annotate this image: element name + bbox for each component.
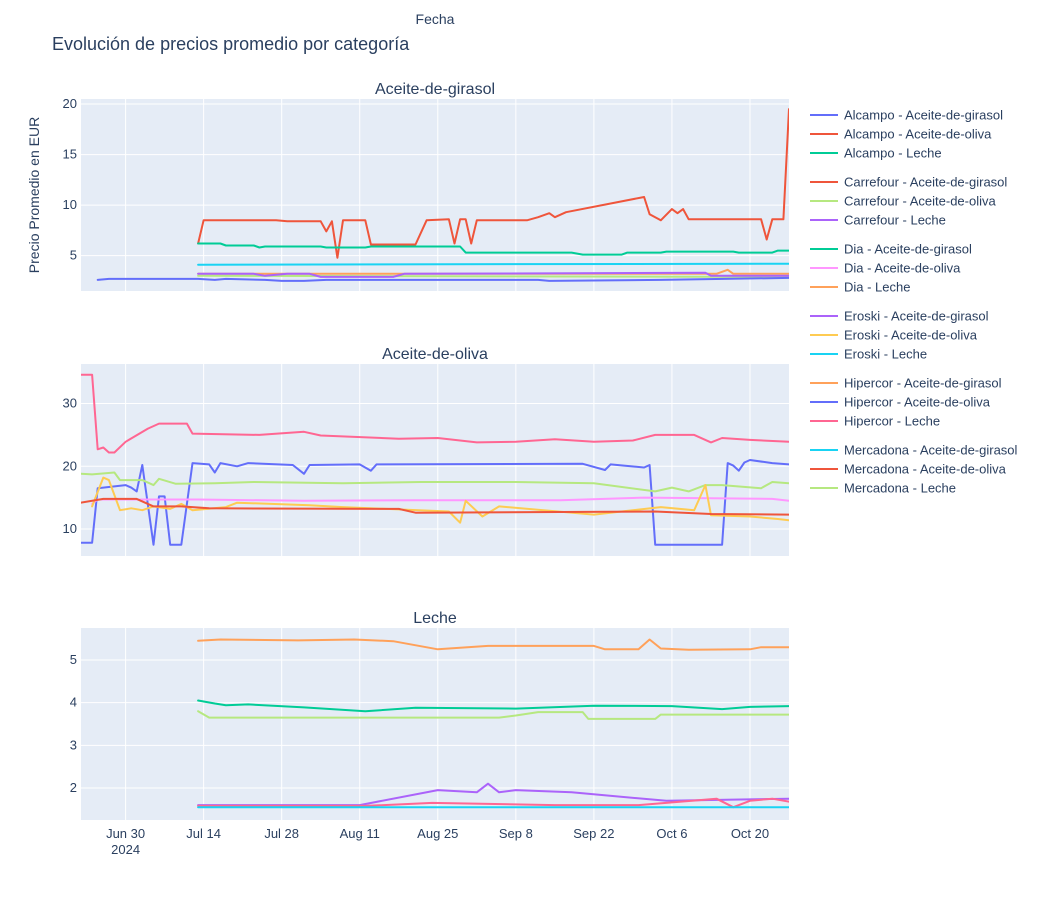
legend-item[interactable]: Carrefour - Aceite-de-girasol <box>810 175 1007 190</box>
legend-item[interactable]: Hipercor - Aceite-de-girasol <box>810 376 1002 391</box>
legend-label: Alcampo - Aceite-de-oliva <box>844 127 992 142</box>
chart-title: Evolución de precios promedio por catego… <box>52 34 410 54</box>
panel-aceite-de-oliva: 10 20 30 Aceite-de-oliva <box>63 346 789 556</box>
legend-item[interactable]: Carrefour - Aceite-de-oliva <box>810 194 996 209</box>
legend-item[interactable]: Alcampo - Aceite-de-girasol <box>810 108 1003 123</box>
plot-area-aceite-de-oliva <box>81 364 789 556</box>
legend-label: Carrefour - Aceite-de-oliva <box>844 194 996 209</box>
legend-item[interactable]: Dia - Leche <box>810 280 910 295</box>
series-line-mercadona-aceite-de-girasol <box>197 262 789 266</box>
legend-item[interactable]: Mercadona - Aceite-de-oliva <box>810 462 1007 477</box>
legend-item[interactable]: Eroski - Aceite-de-girasol <box>810 309 989 324</box>
legend-item[interactable]: Dia - Aceite-de-girasol <box>810 242 972 257</box>
x-axis-title: Fecha <box>416 11 455 27</box>
x-tick-label: Sep 8 <box>499 826 533 841</box>
legend: Alcampo - Aceite-de-girasol Alcampo - Ace… <box>810 108 1018 496</box>
series-group-aceite-de-oliva <box>81 373 789 546</box>
legend-item[interactable]: Dia - Aceite-de-oliva <box>810 261 961 276</box>
x-tick-label: Sep 22 <box>573 826 614 841</box>
legend-label: Hipercor - Aceite-de-girasol <box>844 376 1002 391</box>
subplot-title-aceite-de-girasol: Aceite-de-girasol <box>375 81 495 98</box>
series-line-alcampo-leche <box>197 699 789 713</box>
y-tick-label: 15 <box>63 147 77 162</box>
series-line-alcampo-aceite-de-girasol <box>96 276 789 282</box>
y-tick-label: 10 <box>63 197 77 212</box>
y-tick-label: 2 <box>70 780 77 795</box>
legend-label: Carrefour - Aceite-de-girasol <box>844 175 1007 190</box>
series-line-alcampo-aceite-de-oliva <box>81 373 789 454</box>
x-tick-year-label: 2024 <box>111 842 140 857</box>
y-tick-label: 10 <box>63 521 77 536</box>
legend-item[interactable]: Mercadona - Aceite-de-girasol <box>810 443 1018 458</box>
subplot-title-aceite-de-oliva: Aceite-de-oliva <box>382 346 488 363</box>
series-group-leche <box>197 638 789 809</box>
legend-item[interactable]: Alcampo - Leche <box>810 146 942 161</box>
series-line-eroski-aceite-de-girasol <box>197 271 789 278</box>
y-tick-label: 3 <box>70 737 77 752</box>
y-tick-label: 5 <box>70 248 77 263</box>
series-line-carrefour-aceite-de-girasol <box>197 108 789 259</box>
series-line-mercadona-leche <box>81 471 789 493</box>
legend-item[interactable]: Mercadona - Leche <box>810 481 956 496</box>
y-tick-label: 5 <box>70 652 77 667</box>
series-line-eroski-aceite-de-oliva <box>91 476 789 524</box>
legend-label: Hipercor - Aceite-de-oliva <box>844 395 991 410</box>
legend-label: Mercadona - Aceite-de-oliva <box>844 462 1007 477</box>
x-tick-label: Jul 28 <box>264 826 299 841</box>
legend-label: Mercadona - Leche <box>844 481 956 496</box>
legend-label: Mercadona - Aceite-de-girasol <box>844 443 1018 458</box>
legend-label: Alcampo - Aceite-de-girasol <box>844 108 1003 123</box>
y-tick-label: 4 <box>70 695 77 710</box>
y-tick-label: 30 <box>63 396 77 411</box>
legend-item[interactable]: Eroski - Leche <box>810 347 927 362</box>
series-line-carrefour-aceite-de-oliva <box>197 710 789 720</box>
subplot-title-leche: Leche <box>413 610 457 627</box>
legend-label: Dia - Leche <box>844 280 910 295</box>
series-line-carrefour-leche <box>197 782 789 807</box>
series-line-hipercor-aceite-de-oliva <box>81 459 789 546</box>
legend-label: Carrefour - Leche <box>844 213 946 228</box>
legend-label: Dia - Aceite-de-oliva <box>844 261 961 276</box>
legend-item[interactable]: Hipercor - Aceite-de-oliva <box>810 395 991 410</box>
legend-item[interactable]: Alcampo - Aceite-de-oliva <box>810 127 992 142</box>
legend-item[interactable]: Hipercor - Leche <box>810 414 940 429</box>
series-group-aceite-de-girasol <box>96 108 789 282</box>
x-tick-label: Oct 6 <box>656 826 687 841</box>
series-line-hipercor-leche <box>197 797 789 809</box>
x-tick-label: Jun 30 <box>106 826 145 841</box>
legend-item[interactable]: Eroski - Aceite-de-oliva <box>810 328 978 343</box>
legend-label: Hipercor - Leche <box>844 414 940 429</box>
legend-item[interactable]: Carrefour - Leche <box>810 213 946 228</box>
series-line-dia-aceite-de-girasol <box>197 242 789 256</box>
panel-aceite-de-girasol: 5 10 15 20 Aceite-de-girasol <box>63 81 789 291</box>
plot-area-aceite-de-girasol <box>81 99 789 291</box>
series-line-hipercor-aceite-de-girasol <box>197 638 789 651</box>
legend-label: Eroski - Aceite-de-oliva <box>844 328 978 343</box>
y-axis-title: Precio Promedio en EUR <box>26 117 42 273</box>
x-tick-label: Aug 25 <box>417 826 458 841</box>
legend-label: Alcampo - Leche <box>844 146 942 161</box>
x-tick-label: Aug 11 <box>340 826 380 841</box>
x-tick-label: Jul 14 <box>186 826 221 841</box>
y-tick-label: 20 <box>63 96 77 111</box>
x-tick-label: Oct 20 <box>731 826 769 841</box>
legend-label: Eroski - Leche <box>844 347 927 362</box>
series-line-mercadona-aceite-de-oliva <box>81 497 789 516</box>
y-tick-label: 20 <box>63 458 77 473</box>
legend-label: Dia - Aceite-de-girasol <box>844 242 972 257</box>
legend-label: Eroski - Aceite-de-girasol <box>844 309 989 324</box>
series-line-carrefour-aceite-de-oliva <box>197 274 789 278</box>
